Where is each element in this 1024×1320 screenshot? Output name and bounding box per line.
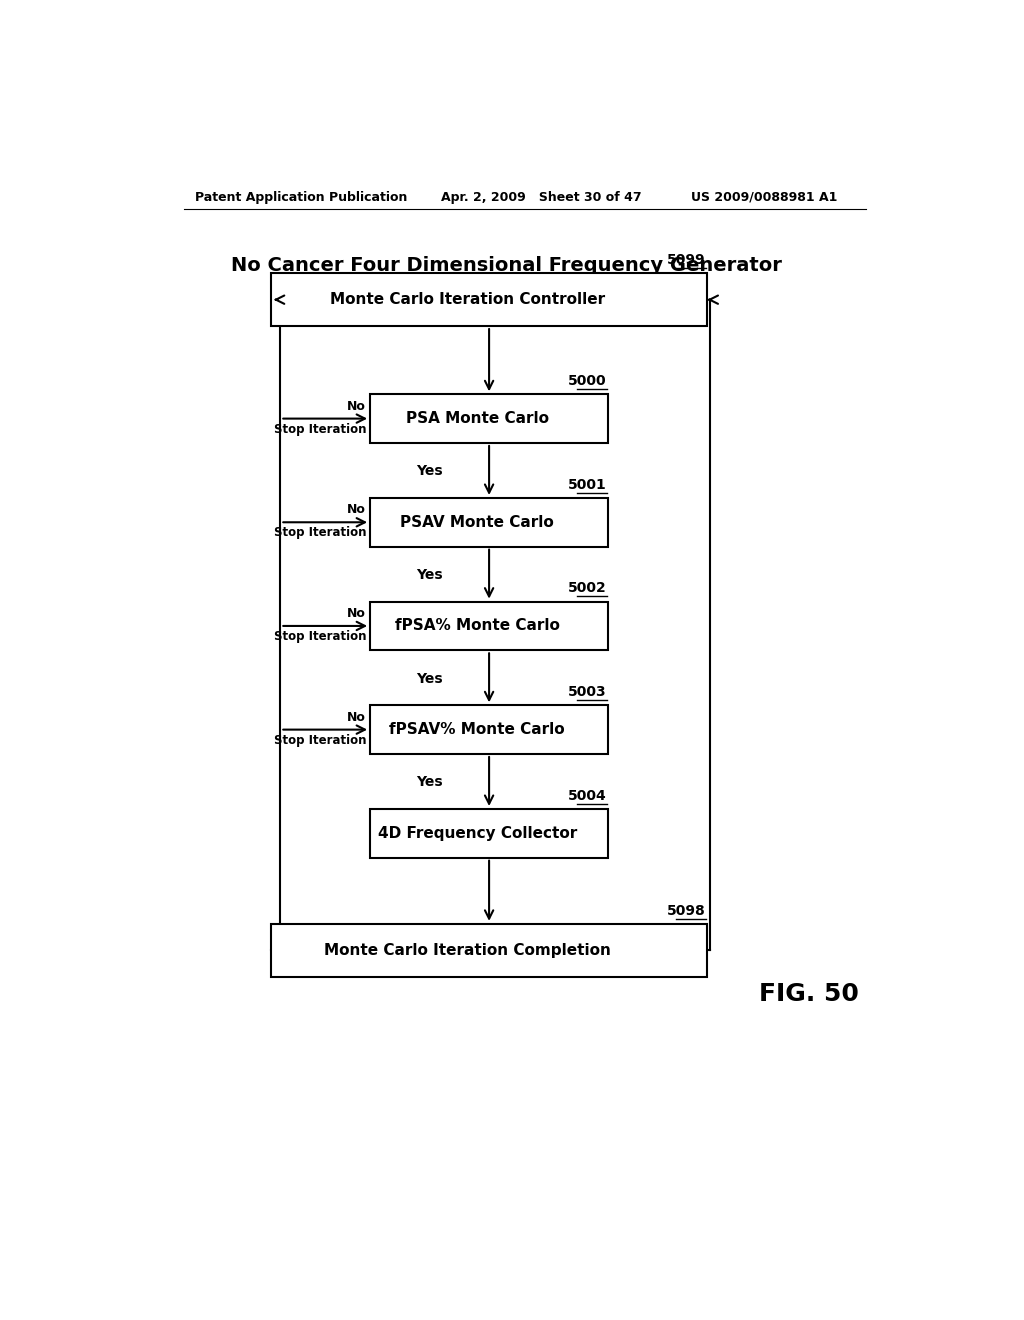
Text: 5099: 5099 bbox=[667, 253, 706, 267]
Text: No: No bbox=[347, 607, 367, 620]
Text: Stop Iteration: Stop Iteration bbox=[273, 734, 367, 747]
Text: No: No bbox=[347, 710, 367, 723]
Text: Stop Iteration: Stop Iteration bbox=[273, 527, 367, 540]
Text: 5004: 5004 bbox=[567, 789, 606, 803]
Text: PSAV Monte Carlo: PSAV Monte Carlo bbox=[400, 515, 554, 529]
Text: Patent Application Publication: Patent Application Publication bbox=[196, 190, 408, 203]
FancyBboxPatch shape bbox=[370, 395, 608, 444]
FancyBboxPatch shape bbox=[270, 273, 708, 326]
Text: Yes: Yes bbox=[416, 568, 442, 582]
FancyBboxPatch shape bbox=[370, 809, 608, 858]
Text: Monte Carlo Iteration Completion: Monte Carlo Iteration Completion bbox=[324, 942, 610, 958]
Text: PSA Monte Carlo: PSA Monte Carlo bbox=[406, 411, 549, 426]
Text: 4D Frequency Collector: 4D Frequency Collector bbox=[378, 826, 577, 841]
Text: fPSAV% Monte Carlo: fPSAV% Monte Carlo bbox=[389, 722, 565, 737]
Text: fPSA% Monte Carlo: fPSA% Monte Carlo bbox=[394, 619, 560, 634]
Text: No Cancer Four Dimensional Frequency Generator: No Cancer Four Dimensional Frequency Gen… bbox=[231, 256, 782, 275]
FancyBboxPatch shape bbox=[370, 498, 608, 546]
Text: US 2009/0088981 A1: US 2009/0088981 A1 bbox=[691, 190, 838, 203]
Text: 5098: 5098 bbox=[667, 904, 706, 917]
FancyBboxPatch shape bbox=[270, 924, 708, 977]
Text: Stop Iteration: Stop Iteration bbox=[273, 630, 367, 643]
Text: Yes: Yes bbox=[416, 465, 442, 478]
Text: Stop Iteration: Stop Iteration bbox=[273, 422, 367, 436]
Text: 5002: 5002 bbox=[567, 581, 606, 595]
Text: Apr. 2, 2009   Sheet 30 of 47: Apr. 2, 2009 Sheet 30 of 47 bbox=[441, 190, 642, 203]
Text: 5001: 5001 bbox=[567, 478, 606, 492]
Text: 5000: 5000 bbox=[568, 374, 606, 388]
Text: Yes: Yes bbox=[416, 672, 442, 686]
Text: FIG. 50: FIG. 50 bbox=[759, 982, 859, 1006]
Text: Monte Carlo Iteration Controller: Monte Carlo Iteration Controller bbox=[330, 292, 605, 308]
Text: No: No bbox=[347, 400, 367, 412]
FancyBboxPatch shape bbox=[370, 602, 608, 651]
FancyBboxPatch shape bbox=[370, 705, 608, 754]
Text: No: No bbox=[347, 503, 367, 516]
Text: 5003: 5003 bbox=[568, 685, 606, 700]
Text: Yes: Yes bbox=[416, 775, 442, 789]
